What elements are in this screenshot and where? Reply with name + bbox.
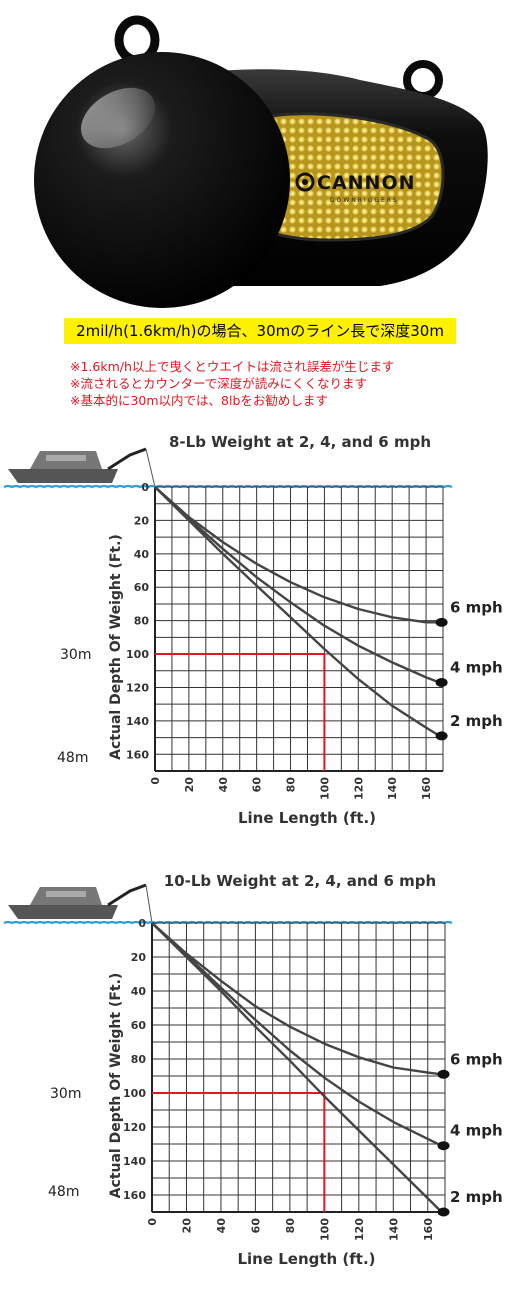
y-tick-label: 140	[123, 1155, 146, 1168]
series-label: 6 mph	[450, 598, 503, 616]
y-tick-label: 40	[131, 985, 147, 998]
x-tick-label: 40	[215, 1218, 228, 1234]
y-tick-label: 20	[131, 951, 147, 964]
y-tick-label: 0	[141, 481, 149, 494]
y-tick-label: 120	[123, 1121, 146, 1134]
side-label-48m: 48m	[57, 750, 88, 766]
x-tick-label: 160	[420, 777, 433, 800]
y-tick-label: 80	[134, 615, 150, 628]
side-label-30m: 30m	[60, 647, 91, 663]
x-tick-label: 40	[217, 777, 230, 793]
y-tick-label: 160	[126, 748, 149, 761]
side-label-48m: 48m	[48, 1184, 79, 1200]
x-tick-label: 0	[149, 777, 162, 785]
brand-sub: DOWNRIGGERS	[330, 197, 399, 204]
y-tick-label: 100	[123, 1087, 146, 1100]
weight-marker-icon	[437, 1207, 450, 1217]
series-label: 4 mph	[450, 658, 503, 676]
series-line	[154, 486, 441, 737]
series-line	[154, 486, 440, 624]
x-tick-label: 100	[318, 777, 331, 800]
cannonball-weight-icon: CANNON DOWNRIGGERS	[34, 15, 488, 308]
x-tick-label: 60	[249, 1218, 262, 1234]
x-tick-label: 20	[183, 777, 196, 793]
x-tick-label: 160	[422, 1218, 435, 1241]
y-tick-label: 80	[131, 1053, 147, 1066]
weight-marker-icon	[437, 1069, 450, 1079]
y-axis-label: Actual Depth Of Weight (Ft.)	[108, 534, 124, 760]
y-tick-label: 60	[131, 1019, 147, 1032]
y-tick-label: 40	[134, 548, 150, 561]
boat-icon	[8, 887, 118, 919]
x-axis-label: Line Length (ft.)	[237, 1250, 375, 1268]
series-label: 2 mph	[450, 712, 503, 730]
downrigger-arm-icon	[107, 447, 147, 471]
cable-line	[145, 884, 153, 924]
y-tick-label: 140	[126, 715, 149, 728]
side-label-30m: 30m	[50, 1086, 81, 1102]
y-tick-label: 0	[138, 917, 146, 930]
series-line	[151, 922, 443, 1213]
weight-marker-icon	[435, 677, 448, 687]
weight-marker-icon	[435, 617, 448, 627]
cable-line	[145, 448, 156, 488]
y-tick-label: 20	[134, 514, 150, 527]
weight-marker-icon	[437, 1141, 450, 1151]
series-line	[151, 922, 443, 1147]
x-tick-label: 80	[285, 777, 298, 793]
chart-8lb: 8-Lb Weight at 2, 4, and 6 mph 0 20 40 60 80 1…	[0, 424, 520, 864]
y-tick-label: 160	[123, 1189, 146, 1202]
y-tick-label: 60	[134, 581, 150, 594]
chart-svg: 10-Lb Weight at 2, 4, and 6 mph 0 20 40 60 80…	[3, 872, 503, 1268]
note-item: ※1.6km/h以上で曳くとウエイトは流され誤差が生じます	[70, 359, 395, 374]
chart-10lb: 10-Lb Weight at 2, 4, and 6 mph 0 20 40 60 80…	[0, 860, 520, 1300]
x-tick-label: 0	[146, 1218, 159, 1226]
x-tick-label: 140	[386, 777, 399, 800]
x-tick-label: 60	[251, 777, 264, 793]
y-tick-label: 120	[126, 681, 149, 694]
note-item: ※流されるとカウンターで深度が読みにくくなります	[70, 376, 367, 391]
chart-title: 10-Lb Weight at 2, 4, and 6 mph	[164, 872, 436, 890]
y-axis-label: Actual Depth Of Weight (Ft.)	[108, 973, 124, 1199]
product-image: CANNON DOWNRIGGERS	[0, 0, 520, 318]
series-label: 6 mph	[450, 1050, 503, 1068]
weight-marker-icon	[435, 731, 448, 741]
note-item: ※基本的に30m以内では、8lbをお勧めします	[70, 393, 328, 408]
caption-banner: 2mil/h(1.6km/h)の場合、30mのライン長で深度30m	[64, 318, 456, 344]
boat-icon	[8, 451, 118, 483]
chart-grid	[151, 922, 446, 1213]
x-tick-label: 120	[352, 777, 365, 800]
x-axis-label: Line Length (ft.)	[238, 809, 376, 827]
series-label: 4 mph	[450, 1122, 503, 1140]
x-tick-label: 100	[318, 1218, 331, 1241]
brand-logo: CANNON	[317, 172, 416, 194]
x-tick-label: 20	[180, 1218, 193, 1234]
series-label: 2 mph	[450, 1188, 503, 1206]
chart-title: 8-Lb Weight at 2, 4, and 6 mph	[169, 433, 431, 451]
downrigger-arm-icon	[107, 883, 147, 907]
y-tick-label: 100	[126, 648, 149, 661]
notes-list: ※1.6km/h以上で曳くとウエイトは流され誤差が生じます ※流されるとカウンタ…	[70, 358, 510, 409]
chart-svg: 8-Lb Weight at 2, 4, and 6 mph 0 20 40 60 80 1…	[3, 433, 503, 827]
series-line	[154, 486, 441, 684]
x-tick-label: 120	[353, 1218, 366, 1241]
x-tick-label: 80	[284, 1218, 297, 1234]
series-line	[151, 922, 442, 1076]
x-tick-label: 140	[387, 1218, 400, 1241]
